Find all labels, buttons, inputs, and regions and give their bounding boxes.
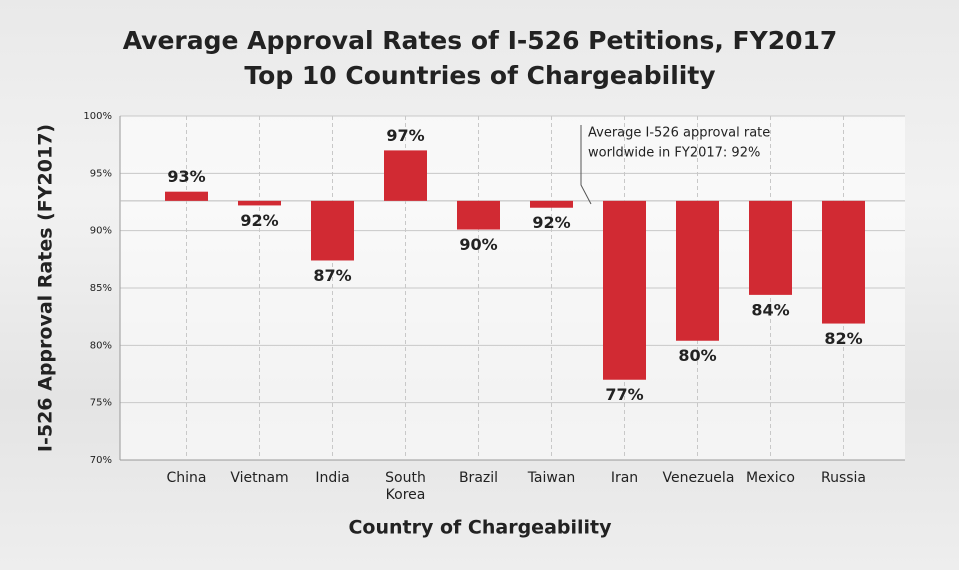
y-axis-label: I-526 Approval Rates (FY2017)	[35, 124, 57, 452]
y-tick-label: 90%	[90, 226, 112, 237]
y-tick-label: 95%	[90, 168, 112, 179]
x-tick-label: Iran	[610, 470, 639, 486]
x-tick-label: Vietnam	[230, 470, 289, 486]
x-tick-label: South Korea	[385, 470, 426, 503]
value-label: 82%	[824, 329, 862, 348]
y-tick-label: 80%	[90, 340, 112, 351]
bar	[822, 200, 865, 324]
x-tick-label: India	[315, 470, 350, 486]
bar	[530, 200, 573, 208]
bar	[457, 200, 500, 230]
x-tick-label: Mexico	[746, 470, 795, 486]
chart-subtitle: Top 10 Countries of Chargeability	[244, 61, 715, 90]
y-tick-label: 85%	[90, 283, 112, 294]
value-label: 80%	[678, 346, 716, 365]
annotation-pointer	[580, 125, 592, 205]
value-label: 93%	[167, 167, 205, 186]
value-label: 92%	[532, 213, 570, 232]
bar	[311, 200, 354, 261]
bar	[384, 150, 427, 201]
x-axis-label: Country of Chargeability	[348, 517, 612, 539]
value-label: 90%	[459, 235, 497, 254]
bar	[165, 191, 208, 201]
y-tick-label: 100%	[83, 111, 112, 122]
bar	[603, 200, 646, 380]
bar	[238, 200, 281, 206]
y-tick-label: 70%	[90, 455, 112, 466]
bar	[676, 200, 719, 341]
value-label: 97%	[386, 126, 424, 145]
value-label: 77%	[605, 385, 643, 404]
x-tick-label: Brazil	[458, 470, 499, 486]
value-label: 87%	[313, 266, 351, 285]
x-tick-label: Venezuela	[662, 470, 735, 486]
annotation-text: Average I-526 approval rate	[588, 126, 770, 141]
x-tick-label: Russia	[820, 470, 867, 486]
value-label: 92%	[240, 211, 278, 230]
x-tick-label: Taiwan	[527, 470, 576, 486]
bar	[749, 200, 792, 295]
value-label: 84%	[751, 300, 789, 319]
y-tick-label: 75%	[90, 398, 112, 409]
annotation-text: worldwide in FY2017: 92%	[588, 146, 760, 161]
chart-title: Average Approval Rates of I-526 Petition…	[123, 26, 838, 55]
x-tick-label: China	[166, 470, 207, 486]
